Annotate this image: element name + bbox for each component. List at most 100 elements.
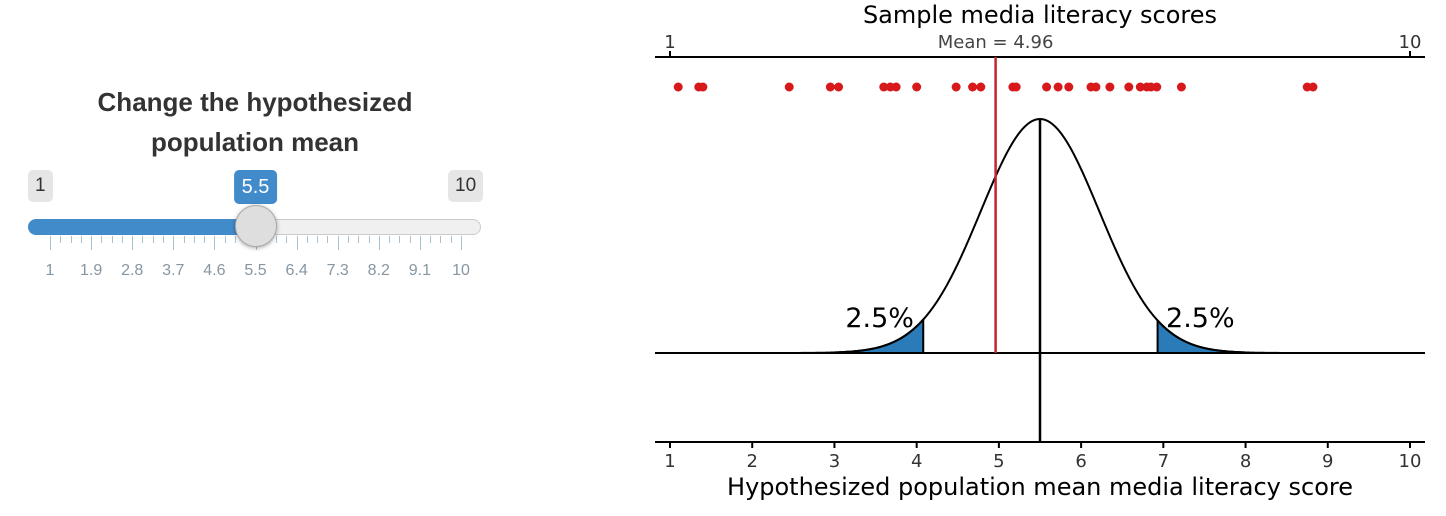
sample-point (825, 82, 835, 92)
slider-tick (234, 236, 236, 243)
top-axis-tick-10: 10 (1399, 32, 1422, 53)
slider-tick (142, 236, 144, 243)
slider-tick (409, 236, 411, 243)
sample-point (1105, 82, 1115, 92)
sample-point (968, 82, 978, 92)
upper-tail-label: 2.5% (1166, 303, 1235, 334)
slider-tick (399, 236, 401, 243)
slider-tick (60, 236, 62, 243)
sample-point (1064, 82, 1074, 92)
slider-tick (80, 236, 82, 243)
sample-points (673, 82, 1318, 92)
slider-tick (111, 236, 113, 243)
slider-min-label: 1 (28, 170, 53, 202)
slider-value-label: 5.5 (233, 170, 278, 204)
sample-point (879, 82, 889, 92)
slider-tick (121, 236, 123, 243)
slider-tick (224, 236, 226, 243)
slider-tick (296, 236, 298, 250)
slider-tick (91, 236, 93, 250)
slider-tick (389, 236, 391, 243)
top-axis-tick-1: 1 (664, 32, 675, 53)
bottom-axis-tick-label: 8 (1240, 451, 1251, 472)
slider-tick (50, 236, 51, 250)
sample-point (673, 82, 683, 92)
slider-tick-label: 1.9 (79, 262, 103, 279)
sample-mean-label: Mean = 4.96 (938, 32, 1054, 53)
sample-point (834, 82, 844, 92)
bottom-axis-tick-label: 4 (911, 451, 922, 472)
bottom-axis-tick-label: 5 (993, 451, 1004, 472)
chart-title: Sample media literacy scores (863, 1, 1217, 29)
slider-tick (101, 236, 103, 243)
sample-point (951, 82, 961, 92)
slider-tick (286, 236, 288, 243)
sample-point (1011, 82, 1021, 92)
sample-point (891, 82, 901, 92)
sample-point (1124, 82, 1134, 92)
bottom-axis-ticks: 1 2 3 4 5 6 7 8 9 10 (664, 442, 1421, 472)
sample-point (1042, 82, 1052, 92)
slider-tick (337, 236, 339, 250)
slider-tick (358, 236, 360, 243)
slider-tick (70, 236, 72, 243)
slider-tick (419, 236, 421, 250)
slider-tick (152, 236, 154, 243)
slider-title: Change the hypothesized population mean (30, 82, 480, 162)
slider-tick (317, 236, 319, 243)
slider-tick (214, 236, 216, 250)
slider-fill (28, 219, 256, 235)
slider-tick (327, 236, 329, 243)
slider-tick-label: 7.3 (326, 262, 349, 279)
bottom-axis-tick-label: 2 (746, 451, 757, 472)
slider-tick (183, 236, 185, 243)
slider-panel: Change the hypothesized population mean … (0, 0, 520, 516)
sample-point (976, 82, 986, 92)
sample-point (698, 82, 708, 92)
slider-tick-label: 6.4 (285, 262, 308, 279)
slider-handle[interactable] (234, 205, 277, 247)
sample-point (912, 82, 922, 92)
slider-title-line2: population mean (151, 127, 359, 157)
slider-tick-label: 10 (452, 262, 470, 279)
slider-tick-label: 1 (45, 262, 55, 279)
slider-tick (193, 236, 195, 243)
bottom-axis-tick-label: 6 (1075, 451, 1086, 472)
sample-point (1308, 82, 1318, 92)
x-axis-label: Hypothesized population mean media liter… (727, 473, 1353, 501)
bottom-axis-tick-label: 9 (1322, 451, 1333, 472)
slider-tick (347, 236, 349, 243)
sample-point (784, 82, 794, 92)
slider-tick-label: 8.2 (367, 262, 390, 279)
bottom-axis-tick-label: 7 (1158, 451, 1169, 472)
slider-tick-label: 5.5 (244, 262, 267, 279)
bottom-axis-tick-label: 10 (1399, 451, 1422, 472)
slider-tick-label: 9.1 (408, 262, 432, 279)
slider-tick-label: 2.8 (121, 262, 144, 279)
slider-tick (173, 236, 175, 250)
sample-point (1152, 82, 1162, 92)
slider-tick (461, 236, 462, 250)
slider-title-line1: Change the hypothesized (97, 87, 413, 117)
slider-tick (132, 236, 134, 250)
slider-tick (204, 236, 206, 243)
sample-point (1091, 82, 1101, 92)
slider-max-label: 10 (448, 170, 484, 202)
slider-tick (450, 236, 452, 243)
slider-tick-label: 4.6 (203, 262, 226, 279)
sample-point (1053, 82, 1063, 92)
sample-point (1135, 82, 1145, 92)
lower-tail-label: 2.5% (845, 303, 914, 334)
slider-tick (378, 236, 380, 250)
slider-tick (163, 236, 165, 243)
bottom-axis-tick-label: 1 (664, 451, 675, 472)
bottom-axis-tick-label: 3 (829, 451, 840, 472)
sample-point (1176, 82, 1186, 92)
slider-ticks: 1 1.9 2.8 3.7 4.6 5.5 6.4 7.3 8.2 9.1 10 (0, 236, 520, 286)
slider-tick (440, 236, 442, 243)
slider-tick-label: 3.7 (162, 262, 185, 279)
top-axis-ticks (669, 51, 1411, 57)
slider-tick (276, 236, 278, 243)
slider-tick (306, 236, 308, 243)
